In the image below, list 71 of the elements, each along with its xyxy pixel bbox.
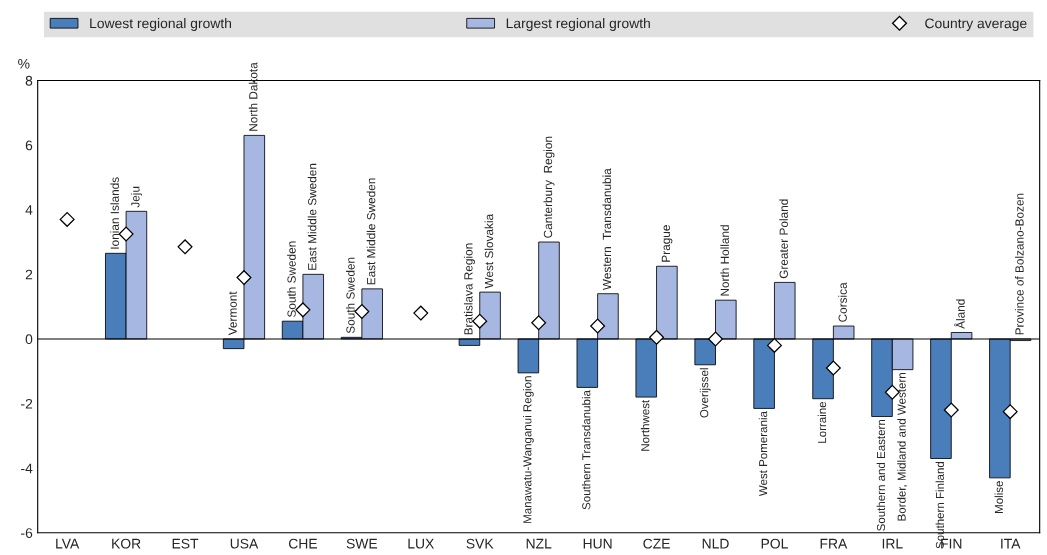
x-tick-label: NLD [702,538,729,549]
data-label: Northwest [640,399,650,451]
data-label: Southern and Eastern [876,419,886,531]
data-label: South Sweden [287,241,296,318]
x-tick-label: CHE [288,538,317,549]
y-tick-label: 8 [25,75,33,86]
data-label: Ionian Islands [110,177,119,249]
point [1002,404,1018,420]
x-tick-label: CZE [643,538,670,549]
point [943,402,959,418]
x-tick-label: ITA [1001,538,1021,549]
legend-label: Largest regional growth [506,18,650,31]
data-label: Jeju [130,186,142,208]
point [295,302,311,318]
data-label: North Holland [720,225,729,296]
y-tick-label: 4 [25,205,33,215]
point [118,226,134,242]
x-tick-label: FRA [820,538,848,549]
data-label: Åland [954,299,965,329]
data-label: Lorraine [817,401,827,443]
x-tick-label: USA [230,538,259,549]
x-tick-label: EST [172,538,199,549]
x-tick-label: LVA [56,538,80,549]
point [590,318,606,334]
data-label: North Dakota [248,62,258,131]
x-tick-label: SVK [466,538,494,549]
point [472,313,488,329]
x-tick-label: LUX [408,538,435,549]
x-tick-label: HUN [583,538,612,549]
point [177,239,193,255]
x-tick-label: NZL [526,538,552,549]
data-label: Molise [994,481,1003,513]
point [708,331,724,347]
point [354,303,370,319]
data-label: Overijssel [699,368,711,418]
data-label: Canterbury Region [543,136,555,238]
y-tick-label: -2 [21,398,33,409]
y-tick-label: 6 [25,140,33,151]
y-tick-label: -4 [21,463,33,474]
data-label: Prague [661,225,673,262]
x-tick-label: POL [761,538,788,549]
data-label: Vermont [228,291,237,336]
x-tick-label: SWE [346,538,378,549]
data-label: Province of Bolzano-Bozen [1015,193,1024,335]
data-label: Corsica [838,282,847,322]
x-tick-label: IRL [882,538,903,549]
point [766,337,782,353]
y-tick-label: 0 [25,334,33,345]
point [59,211,75,227]
point [649,329,665,345]
data-label: Bratislava Region [463,243,475,335]
data-label: Border, Midland and Western [897,373,908,521]
data-label: West Pomerania [758,411,768,497]
data-label: East Middle Sweden [366,178,376,285]
legend-label: Country average [925,18,1027,31]
data-label: West Slovakia [484,213,494,289]
data-label: South Sweden [346,257,355,334]
data-label: East Middle Sweden [307,163,317,270]
point [236,270,252,286]
data-label: Greater Poland [779,199,788,279]
point [825,360,841,376]
data-label: Southern Transdanubia [581,390,591,510]
point [531,315,547,331]
legend-label: Lowest regional growth [90,18,232,31]
point [413,305,429,321]
y-axis-title: % [18,58,30,69]
x-tick-label: KOR [112,538,141,549]
y-tick-label: -6 [21,528,33,538]
data-label: Western Transdanubia [602,168,612,291]
y-tick-label: 2 [25,269,33,280]
data-label: Manawatu-Wanganui Region [522,376,534,523]
